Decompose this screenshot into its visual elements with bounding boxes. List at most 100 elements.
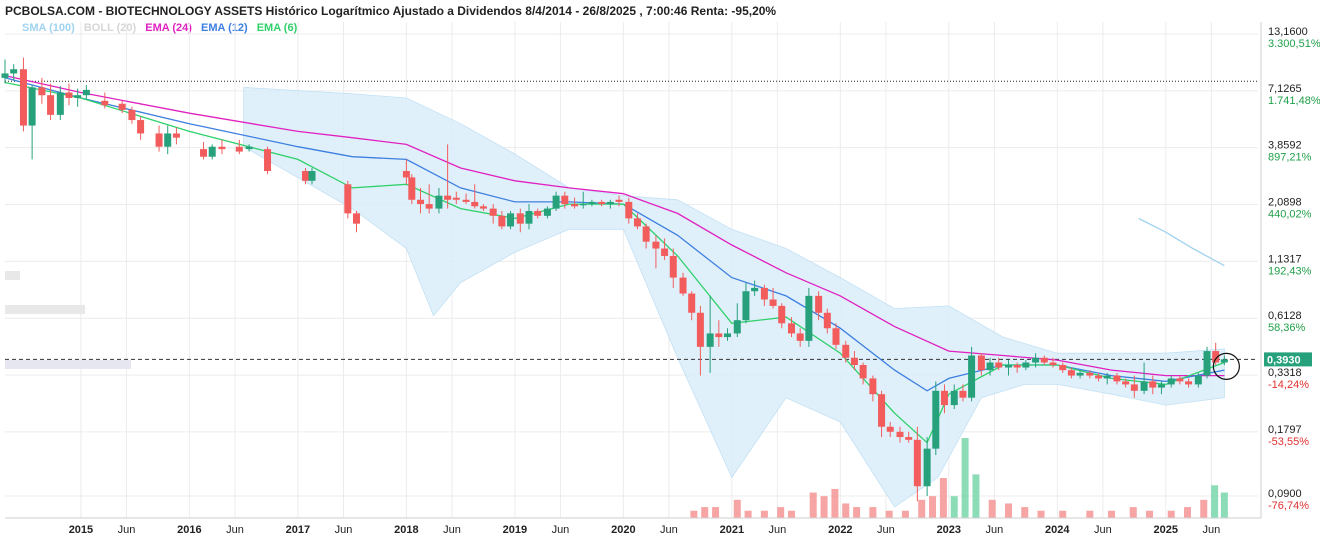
- candle-body: [408, 177, 416, 200]
- volume-bar: [1108, 510, 1116, 518]
- candle-body: [633, 218, 641, 227]
- candle-body: [479, 206, 487, 209]
- volume-bar: [1183, 507, 1191, 518]
- candle-body: [652, 241, 660, 249]
- candle-body: [1203, 351, 1211, 376]
- candle-body: [598, 201, 606, 205]
- volume-bar: [1211, 485, 1219, 518]
- candle-body: [959, 390, 967, 398]
- y-tick-label: 0,3318: [1268, 367, 1302, 379]
- candle-body: [56, 92, 64, 115]
- candle-body: [940, 390, 948, 406]
- legend-ema6[interactable]: EMA (6): [256, 22, 298, 34]
- volume-bar: [853, 507, 861, 518]
- volume-bar: [939, 478, 947, 518]
- candle-body: [471, 201, 479, 207]
- candle-body: [245, 146, 253, 150]
- candle-body: [923, 448, 931, 487]
- x-tick-label: 2025: [1154, 524, 1178, 536]
- candle-body: [1049, 362, 1057, 365]
- candle-body: [588, 201, 596, 205]
- candle-body: [444, 195, 452, 200]
- legend-sma100[interactable]: SMA (100): [22, 22, 75, 34]
- candle-body: [661, 248, 669, 256]
- candle-body: [842, 344, 850, 358]
- candle-body: [416, 199, 424, 205]
- candle-body: [696, 312, 704, 347]
- y-tick-pct-label: 897,21%: [1268, 152, 1312, 164]
- chart-title: PCBOLSA.COM - BIOTECHNOLOGY ASSETS Histó…: [5, 4, 777, 18]
- candle-body: [932, 390, 940, 449]
- candle-body: [65, 92, 73, 98]
- candle-body: [525, 210, 533, 224]
- y-tick-pct-label: -76,74%: [1268, 500, 1309, 512]
- candle-body: [1140, 381, 1148, 391]
- last-price-tag: [1264, 352, 1312, 367]
- candle-body: [1220, 359, 1228, 363]
- volume-bar: [988, 499, 996, 518]
- candle-body: [913, 439, 921, 487]
- candle-body: [1185, 381, 1193, 385]
- volume-bar: [788, 510, 796, 518]
- candle-body: [886, 426, 894, 432]
- volume-bar: [1200, 499, 1208, 518]
- candle-body: [968, 355, 976, 398]
- left-overlay-bar: [5, 305, 85, 314]
- volume-bar: [1146, 510, 1154, 518]
- candle-body: [155, 133, 163, 147]
- y-tick-pct-label: 440,02%: [1268, 209, 1312, 221]
- candle-body: [778, 305, 786, 324]
- volume-bar: [929, 496, 937, 518]
- x-tick-label: Jun: [986, 524, 1004, 536]
- candle-body: [815, 295, 823, 313]
- left-overlay-bar: [5, 271, 20, 280]
- candle-body: [489, 208, 497, 216]
- y-tick-pct-label: -14,24%: [1268, 379, 1309, 391]
- candle-body: [688, 293, 696, 313]
- y-tick-label: 0,1797: [1268, 424, 1302, 436]
- candle-body: [1067, 370, 1075, 376]
- candle-body: [82, 89, 90, 96]
- candle-body: [905, 437, 913, 440]
- candle-body: [1040, 357, 1048, 363]
- candle-body: [200, 149, 208, 157]
- y-tick-label: 3,8592: [1268, 140, 1302, 152]
- candle-body: [1059, 364, 1067, 371]
- volume-bar: [972, 474, 980, 518]
- candle-body: [769, 299, 777, 306]
- candle-body: [832, 328, 840, 345]
- indicator-legend: SMA (100) BOLL (20) EMA (24) EMA (12) EM…: [22, 22, 303, 34]
- candle-body: [679, 277, 687, 294]
- candle-body: [218, 146, 226, 150]
- ema24-line: [4, 74, 1225, 377]
- legend-boll20[interactable]: BOLL (20): [83, 22, 137, 34]
- volume-bar: [1086, 510, 1094, 518]
- legend-ema24[interactable]: EMA (24): [145, 22, 192, 34]
- candle-body: [995, 362, 1003, 368]
- volume-bar: [1037, 510, 1045, 518]
- x-tick-label: 2023: [937, 524, 961, 536]
- volume-bar: [1167, 510, 1175, 518]
- volume-bar: [733, 499, 741, 518]
- x-tick-label: 2015: [69, 524, 93, 536]
- candle-body: [724, 333, 732, 338]
- volume-bar: [1021, 507, 1029, 518]
- candle-body: [543, 208, 551, 216]
- legend-ema12[interactable]: EMA (12): [200, 22, 248, 34]
- volume-bar: [777, 507, 785, 518]
- candle-body: [579, 204, 587, 206]
- volume-bar: [820, 496, 828, 518]
- candle-body: [552, 195, 560, 209]
- candle-body: [1113, 375, 1121, 382]
- candle-body: [733, 320, 741, 334]
- y-tick-label: 1,1317: [1268, 253, 1302, 265]
- y-tick-pct-label: 58,36%: [1268, 322, 1306, 334]
- candle-body: [38, 87, 46, 96]
- candle-body: [1167, 378, 1175, 385]
- candle-body: [571, 204, 579, 207]
- last-candle-marker: [1212, 352, 1240, 380]
- candle-body: [850, 357, 858, 365]
- candle-body: [1, 73, 9, 78]
- last-price-label: 0,3930: [1267, 354, 1301, 366]
